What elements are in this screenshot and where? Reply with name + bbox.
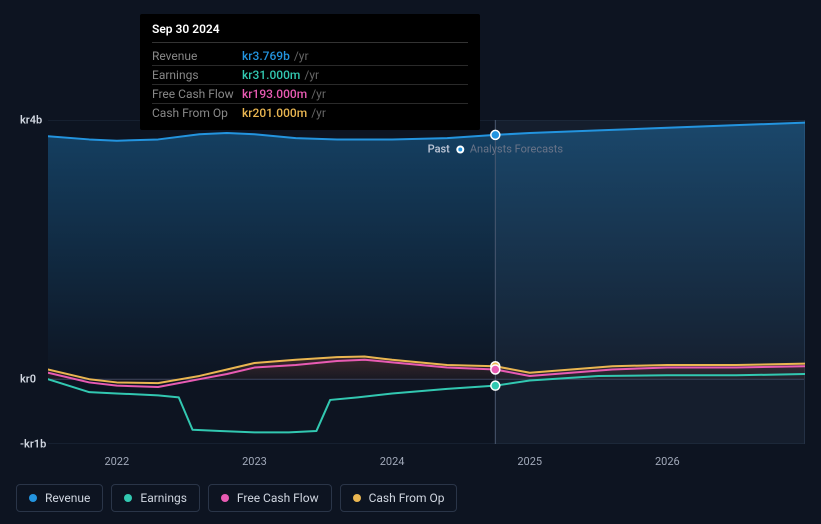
past-label: Past <box>428 143 450 156</box>
tooltip-row-value: kr193.000m <box>242 87 307 101</box>
tooltip-row-label: Free Cash Flow <box>152 87 242 101</box>
tooltip-date: Sep 30 2024 <box>152 22 468 43</box>
legend-item[interactable]: Free Cash Flow <box>208 484 332 512</box>
past-future-divider: Past Analysts Forecasts <box>428 143 563 156</box>
legend-label: Revenue <box>45 491 90 505</box>
divider-dot-icon <box>456 145 464 153</box>
tooltip-row-label: Revenue <box>152 49 242 63</box>
legend-dot-icon <box>353 494 361 502</box>
legend-dot-icon <box>221 494 229 502</box>
x-axis-label: 2026 <box>655 455 680 468</box>
x-axis-label: 2025 <box>517 455 542 468</box>
chart-area: kr4bkr0-kr1b Past Analysts Forecasts 202… <box>16 120 805 444</box>
x-axis-label: 2023 <box>242 455 267 468</box>
tooltip-row-suffix: /yr <box>294 49 309 63</box>
tooltip-row: Revenuekr3.769b/yr <box>152 47 468 66</box>
legend-label: Cash From Op <box>369 491 445 505</box>
y-axis-label: -kr1b <box>20 438 46 451</box>
chart-svg <box>48 120 805 444</box>
y-axis-label: kr0 <box>20 373 36 386</box>
legend-dot-icon <box>124 494 132 502</box>
future-label: Analysts Forecasts <box>470 143 563 156</box>
x-axis-label: 2022 <box>104 455 129 468</box>
tooltip-row-value: kr31.000m <box>242 68 300 82</box>
legend-label: Free Cash Flow <box>237 491 319 505</box>
y-axis-label: kr4b <box>20 114 42 127</box>
tooltip-row-suffix: /yr <box>304 68 319 82</box>
tooltip-row-value: kr3.769b <box>242 49 290 63</box>
legend-item[interactable]: Cash From Op <box>340 484 458 512</box>
chart-legend: Revenue Earnings Free Cash Flow Cash From O… <box>16 484 457 512</box>
tooltip-row: Earningskr31.000m/yr <box>152 66 468 85</box>
tooltip-row-suffix: /yr <box>311 106 326 120</box>
tooltip-row: Cash From Opkr201.000m/yr <box>152 104 468 122</box>
tooltip-row: Free Cash Flowkr193.000m/yr <box>152 85 468 104</box>
legend-label: Earnings <box>140 491 187 505</box>
tooltip-row-suffix: /yr <box>311 87 326 101</box>
legend-item[interactable]: Earnings <box>111 484 200 512</box>
legend-dot-icon <box>29 494 37 502</box>
chart-tooltip: Sep 30 2024 Revenuekr3.769b/yrEarningskr… <box>140 14 480 130</box>
legend-item[interactable]: Revenue <box>16 484 103 512</box>
x-axis-label: 2024 <box>380 455 405 468</box>
tooltip-row-label: Earnings <box>152 68 242 82</box>
tooltip-row-label: Cash From Op <box>152 106 242 120</box>
tooltip-row-value: kr201.000m <box>242 106 307 120</box>
